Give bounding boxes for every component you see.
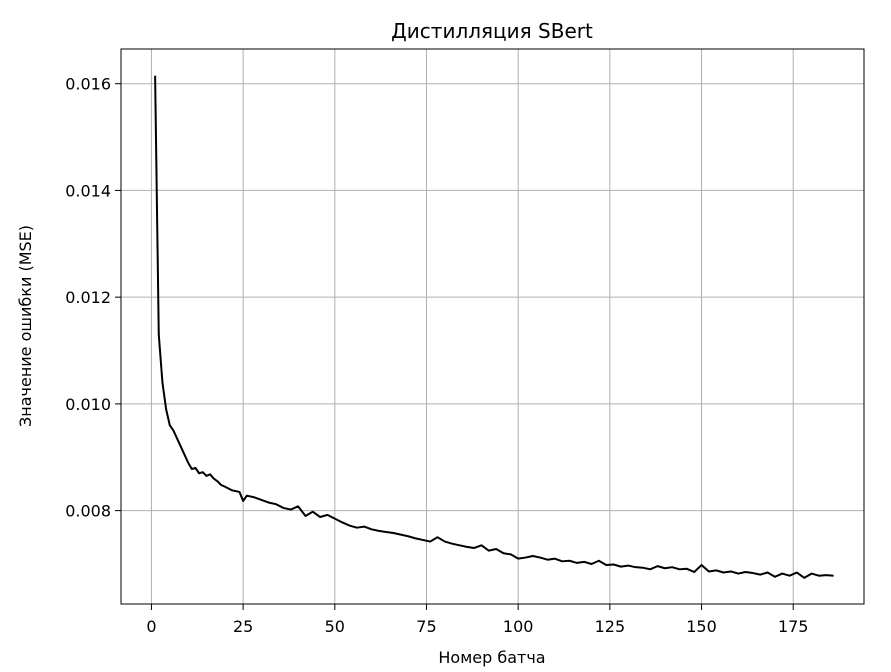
y-tick-label: 0.016: [65, 75, 111, 94]
x-tick-label: 50: [325, 617, 345, 636]
y-tick-label: 0.010: [65, 395, 111, 414]
series-line: [154, 75, 834, 579]
chart-title: Дистилляция SBert: [391, 19, 593, 43]
plot-frame: [120, 48, 865, 605]
y-gridlines: [121, 83, 864, 512]
x-tick-label: 25: [233, 617, 253, 636]
x-tick-label: 125: [595, 617, 626, 636]
y-tick-label: 0.008: [65, 502, 111, 521]
x-tick-label: 75: [416, 617, 436, 636]
x-gridlines: [150, 49, 794, 604]
x-tick-label: 150: [686, 617, 717, 636]
x-axis-title: Номер батча: [438, 648, 545, 667]
y-axis-title: Значение ошибки (MSE): [16, 225, 35, 427]
y-axis: 0.008 0.010 0.012 0.014 0.016: [65, 75, 121, 521]
y-tick-label: 0.012: [65, 288, 111, 307]
x-axis: 0 25 50 75 100 125 150 175: [146, 604, 808, 636]
x-tick-label: 0: [146, 617, 156, 636]
x-tick-label: 175: [778, 617, 809, 636]
y-tick-label: 0.014: [65, 181, 111, 200]
x-tick-label: 100: [503, 617, 534, 636]
